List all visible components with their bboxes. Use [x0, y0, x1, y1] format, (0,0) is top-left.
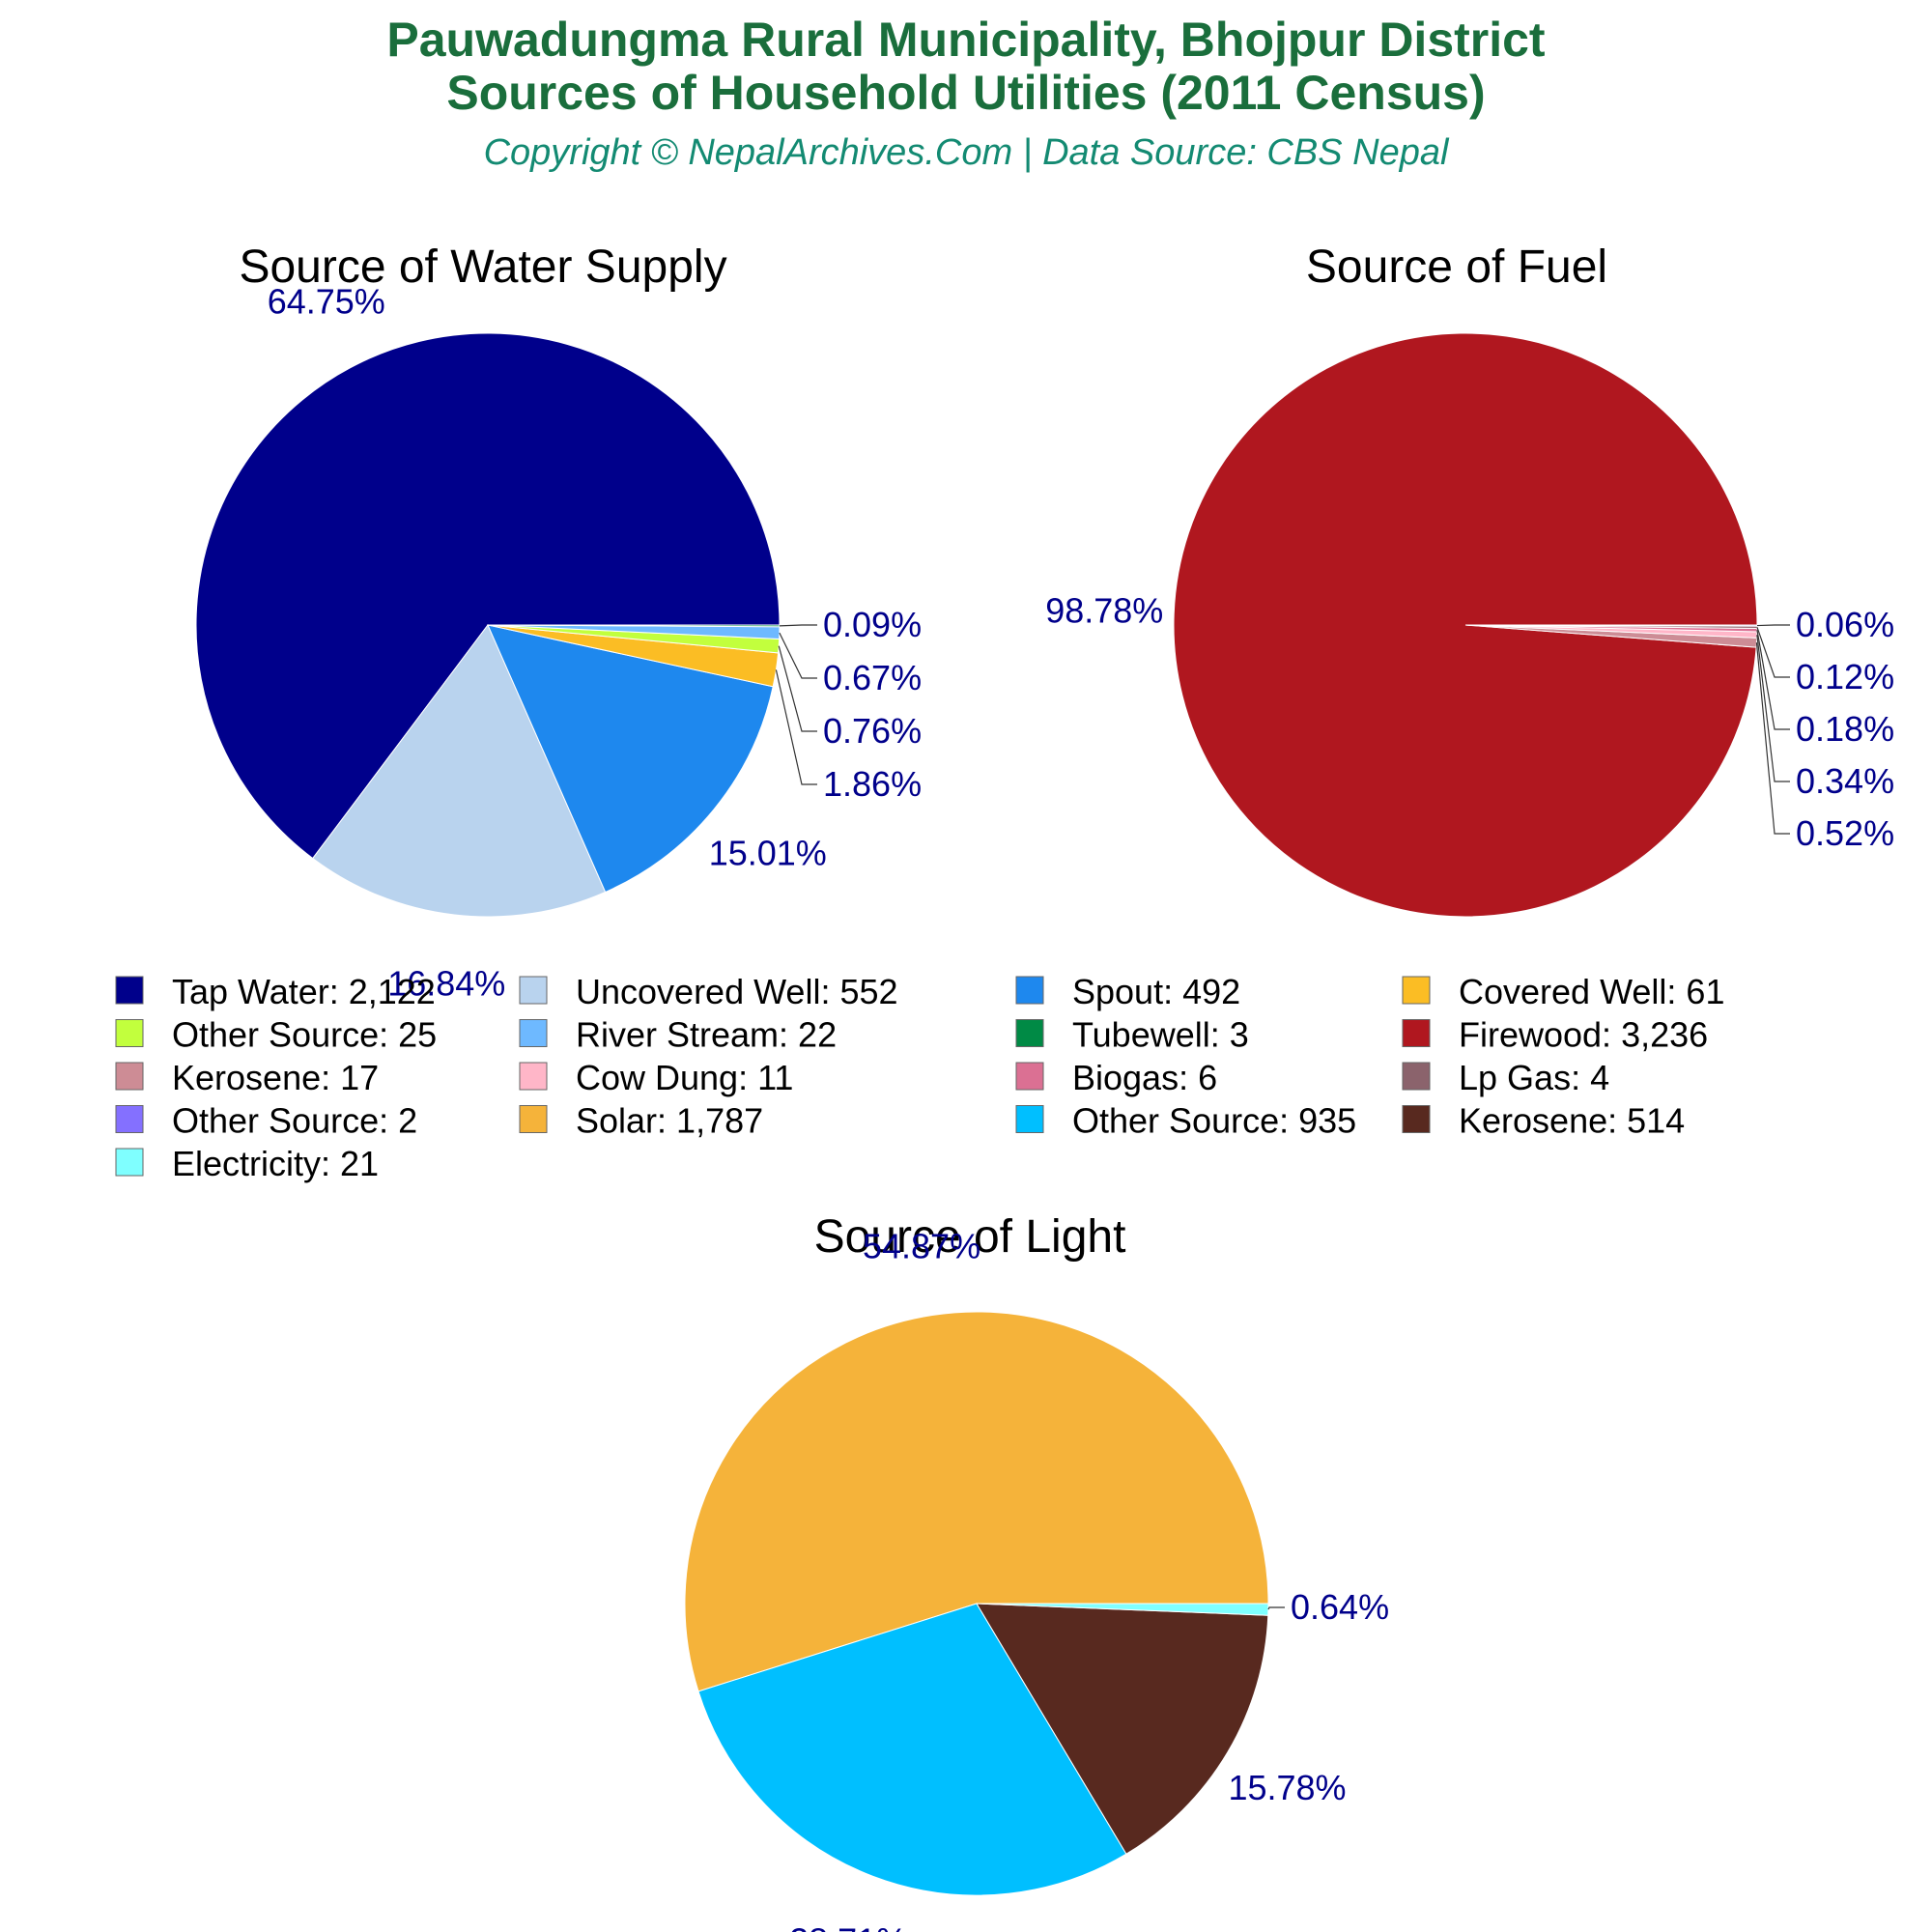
pie-slice-solar [684, 1311, 1269, 1692]
legend: Tap Water: 2,122 Uncovered Well: 552 Spout… [115, 972, 1724, 1183]
legend-label: Spout: 492 [1072, 972, 1240, 1011]
legend-swatch [1015, 1105, 1044, 1133]
legend-label: Firewood: 3,236 [1459, 1015, 1708, 1055]
legend-swatch [519, 1105, 548, 1133]
pie-slice-other-source [697, 1603, 1127, 1896]
pct-label-firewood: 98.78% [1045, 591, 1163, 631]
pct-label-other-source: 28.71% [789, 1921, 907, 1932]
legend-swatch [519, 1019, 548, 1047]
legend-label: Other Source: 935 [1072, 1101, 1356, 1141]
leader-line-tubewell [779, 624, 817, 627]
pct-label-tubewell: 0.09% [823, 605, 922, 644]
leader-line-other-source [778, 645, 817, 732]
leader-line-lp-gas [1756, 627, 1790, 678]
legend-label: Cow Dung: 11 [576, 1058, 793, 1097]
leader-line-river-stream [779, 632, 817, 679]
pct-label-river-stream: 0.67% [823, 658, 922, 697]
legend-swatch [115, 1019, 144, 1047]
legend-swatch [115, 1105, 144, 1133]
pct-label-kerosene: 15.78% [1228, 1768, 1346, 1807]
legend-label: Kerosene: 17 [172, 1058, 379, 1097]
legend-swatch [115, 1062, 144, 1091]
pct-label-electricity: 0.64% [1291, 1587, 1389, 1627]
legend-swatch [1015, 1019, 1044, 1047]
fuel-chart-title: Source of Fuel [1306, 242, 1607, 293]
legend-swatch [1402, 1019, 1431, 1047]
pct-label-kerosene: 0.52% [1796, 813, 1894, 853]
pct-label-spout: 15.01% [709, 833, 827, 872]
leader-line-other-source [1756, 624, 1790, 627]
legend-label: Biogas: 6 [1072, 1058, 1217, 1097]
legend-swatch [1402, 1062, 1431, 1091]
copyright-subtitle: Copyright © NepalArchives.Com | Data Sou… [484, 132, 1450, 173]
legend-label: Solar: 1,787 [576, 1101, 763, 1141]
light-chart-title: Source of Light [814, 1211, 1126, 1263]
main-title-line-2: Sources of Household Utilities (2011 Cen… [446, 66, 1485, 120]
leader-line-cow-dung [1756, 635, 1790, 782]
pct-label-solar: 54.87% [863, 1226, 980, 1265]
leader-line-electricity [1267, 1606, 1285, 1610]
pie-slice-spout [487, 624, 774, 894]
legend-label: Covered Well: 61 [1459, 972, 1724, 1011]
pct-label-other-source: 0.76% [823, 711, 922, 751]
legend-label: Tap Water: 2,122 [172, 972, 436, 1011]
pie-slice-kerosene [976, 1603, 1269, 1855]
pct-label-lp-gas: 0.12% [1796, 657, 1894, 696]
main-title-line-1: Pauwadungma Rural Municipality, Bhojpur … [386, 13, 1546, 67]
pct-label-biogas: 0.18% [1796, 709, 1894, 749]
legend-label: Tubewell: 3 [1072, 1015, 1249, 1055]
legend-swatch [519, 976, 548, 1005]
legend-swatch [1402, 976, 1431, 1005]
pct-label-tap-water: 64.75% [268, 281, 385, 321]
leader-line-covered-well [775, 669, 817, 785]
leader-line-biogas [1756, 630, 1790, 730]
water-chart-title: Source of Water Supply [239, 242, 726, 293]
legend-swatch [1402, 1105, 1431, 1133]
legend-label: Uncovered Well: 552 [576, 972, 898, 1011]
light-pie: 54.87% 28.71% 15.78% 0.64% [684, 1226, 1389, 1932]
pct-label-other-source: 0.06% [1796, 605, 1894, 644]
legend-label: Kerosene: 514 [1459, 1101, 1685, 1141]
legend-swatch [519, 1062, 548, 1091]
pct-label-uncovered-well: 16.84% [387, 964, 505, 1004]
legend-label: River Stream: 22 [576, 1015, 837, 1055]
legend-swatch [1015, 1062, 1044, 1091]
legend-label: Lp Gas: 4 [1459, 1058, 1609, 1097]
legend-label: Electricity: 21 [172, 1144, 379, 1183]
leader-line-kerosene [1755, 642, 1790, 835]
water-supply-pie: 64.75% 16.84% 15.01% 1.86% 0.76% 0.67% 0.09% [195, 281, 922, 1004]
legend-label: Other Source: 25 [172, 1015, 437, 1055]
pct-label-covered-well: 1.86% [823, 764, 922, 804]
legend-swatch [1015, 976, 1044, 1005]
legend-swatch [115, 1148, 144, 1177]
pie-slice-uncovered-well [312, 624, 607, 918]
legend-label: Other Source: 2 [172, 1101, 417, 1141]
pct-label-cow-dung: 0.34% [1796, 761, 1894, 801]
pie-slice-tap-water [195, 332, 781, 860]
legend-swatch [115, 976, 144, 1005]
fuel-pie: 98.78% 0.52% 0.34% 0.18% 0.12% 0.06% [1045, 332, 1894, 918]
